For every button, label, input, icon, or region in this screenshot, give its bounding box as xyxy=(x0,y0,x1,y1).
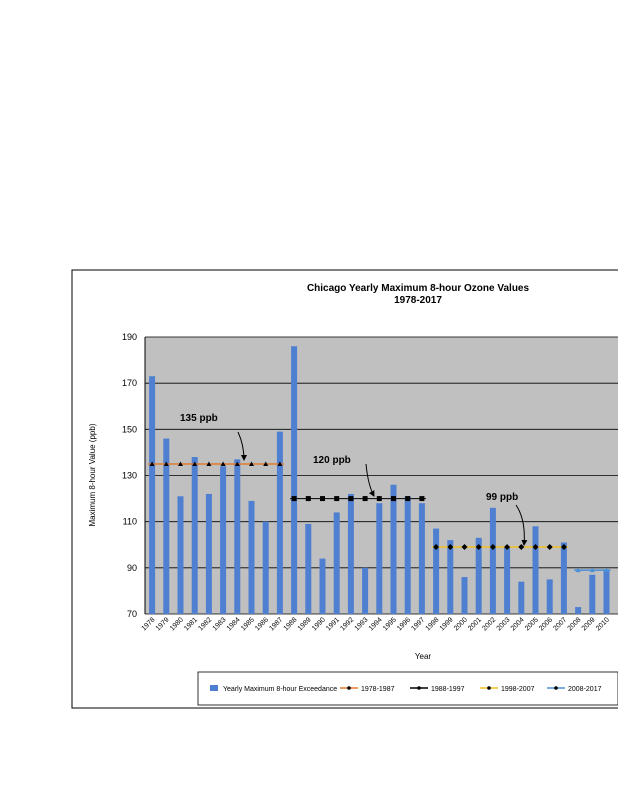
line-marker xyxy=(348,496,354,502)
y-axis-label: Maximum 8-hour Value (ppb) xyxy=(88,423,97,526)
legend-label: 1998-2007 xyxy=(501,686,535,693)
line-marker xyxy=(263,461,269,466)
bar xyxy=(589,574,596,614)
line-marker xyxy=(192,461,198,466)
legend-marker xyxy=(417,686,421,690)
legend-marker xyxy=(487,686,491,690)
chart-subtitle: 1978-2017 xyxy=(394,295,442,306)
bar xyxy=(475,537,482,614)
bar xyxy=(177,496,184,614)
line-marker xyxy=(447,544,454,551)
line-marker xyxy=(277,461,283,466)
y-tick-label: 170 xyxy=(122,378,137,388)
line-marker xyxy=(546,544,553,551)
bar xyxy=(504,547,511,614)
bar xyxy=(333,512,340,614)
line-marker xyxy=(220,461,226,466)
line-marker xyxy=(305,496,311,502)
bar xyxy=(248,500,255,614)
bar xyxy=(220,466,227,614)
bar xyxy=(319,558,326,614)
line-marker xyxy=(489,544,496,551)
bar xyxy=(447,540,454,614)
line-marker xyxy=(461,544,468,551)
bar xyxy=(390,484,397,614)
bar xyxy=(276,431,283,614)
bar xyxy=(418,503,425,614)
line-marker xyxy=(178,461,183,466)
legend-marker xyxy=(554,686,558,690)
bar xyxy=(489,507,496,614)
x-axis-label: Year xyxy=(415,652,432,661)
line-marker xyxy=(475,544,482,551)
bar xyxy=(404,496,411,614)
bar xyxy=(163,438,170,614)
line-marker xyxy=(206,461,212,466)
line-marker xyxy=(504,544,511,551)
bar xyxy=(575,607,582,614)
bar xyxy=(347,493,354,614)
y-tick-label: 110 xyxy=(123,517,137,527)
line-marker xyxy=(560,544,567,551)
line-marker xyxy=(575,567,581,573)
line-marker xyxy=(320,496,325,502)
legend-swatch xyxy=(210,685,218,691)
line-marker xyxy=(391,496,396,502)
bar xyxy=(305,523,312,614)
line-marker xyxy=(149,461,155,466)
bar xyxy=(205,493,212,614)
annotation: 120 ppb xyxy=(313,455,351,466)
bar xyxy=(234,459,241,614)
line-marker xyxy=(163,461,169,466)
line-marker xyxy=(532,544,539,551)
bar xyxy=(546,579,553,614)
line-marker xyxy=(419,496,425,502)
y-tick-label: 190 xyxy=(122,332,137,342)
annotation: 99 ppb xyxy=(486,492,518,503)
annotation-arrow xyxy=(237,431,247,461)
legend-marker xyxy=(347,686,351,690)
bar xyxy=(461,577,468,614)
bar xyxy=(433,528,440,614)
line-marker xyxy=(362,496,368,502)
legend-label: 1988-1997 xyxy=(431,686,465,693)
line-marker xyxy=(589,567,595,573)
bar xyxy=(518,581,525,614)
bar xyxy=(560,542,567,614)
legend: Yearly Maximum 8-hour Exceedance 1978-198… xyxy=(210,685,602,693)
line-marker xyxy=(604,567,609,573)
line-marker xyxy=(249,461,254,466)
bar xyxy=(376,503,383,614)
annotation-arrow xyxy=(515,504,528,546)
y-tick-label: 70 xyxy=(127,609,137,619)
line-marker xyxy=(376,496,382,502)
y-tick-label: 130 xyxy=(122,471,137,481)
bar xyxy=(362,567,369,614)
legend-label: 1978-1987 xyxy=(361,686,395,693)
line-marker xyxy=(234,461,240,466)
legend-label: 2008-2017 xyxy=(568,686,602,693)
line-marker xyxy=(291,496,297,502)
line-marker xyxy=(334,496,340,502)
line-marker xyxy=(405,496,411,502)
annotation-arrow xyxy=(365,463,375,497)
line-marker xyxy=(433,544,440,551)
bar xyxy=(532,526,539,614)
bar xyxy=(149,376,156,614)
bar xyxy=(191,457,198,614)
y-tick-label: 90 xyxy=(127,563,137,573)
y-tick-label: 150 xyxy=(122,424,137,434)
bar xyxy=(603,570,610,614)
legend-label: Yearly Maximum 8-hour Exceedance xyxy=(223,686,337,693)
annotation: 135 ppb xyxy=(180,413,218,424)
bar xyxy=(291,346,298,614)
bar xyxy=(262,521,269,614)
chart-title: Chicago Yearly Maximum 8-hour Ozone Valu… xyxy=(307,283,530,294)
